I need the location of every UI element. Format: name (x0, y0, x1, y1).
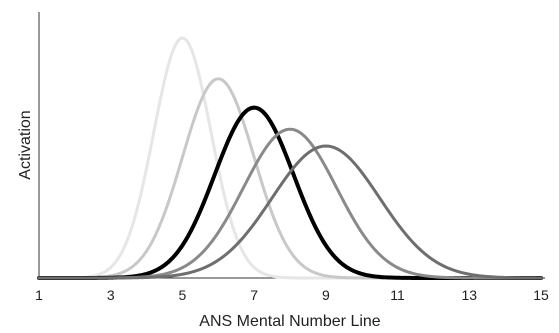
x-tick-label-13: 13 (461, 287, 477, 303)
series-line-4 (37, 127, 543, 280)
x-tick-label-11: 11 (390, 287, 405, 303)
x-tick-label-15: 15 (533, 287, 549, 303)
x-tick-label-7: 7 (250, 287, 258, 303)
series-line-1 (37, 36, 543, 280)
x-tick-label-3: 3 (107, 287, 115, 303)
x-tick-labels: 1 3 5 7 9 11 13 15 (35, 287, 549, 303)
x-tick-label-1: 1 (35, 287, 43, 303)
series-line-5 (37, 144, 543, 280)
series-line-2 (37, 77, 543, 280)
x-axis-title: ANS Mental Number Line (199, 313, 381, 330)
x-tick-label-9: 9 (322, 287, 330, 303)
x-tick-label-5: 5 (179, 287, 187, 303)
series-curves (37, 36, 543, 280)
y-axis-title: Activation (17, 110, 34, 179)
